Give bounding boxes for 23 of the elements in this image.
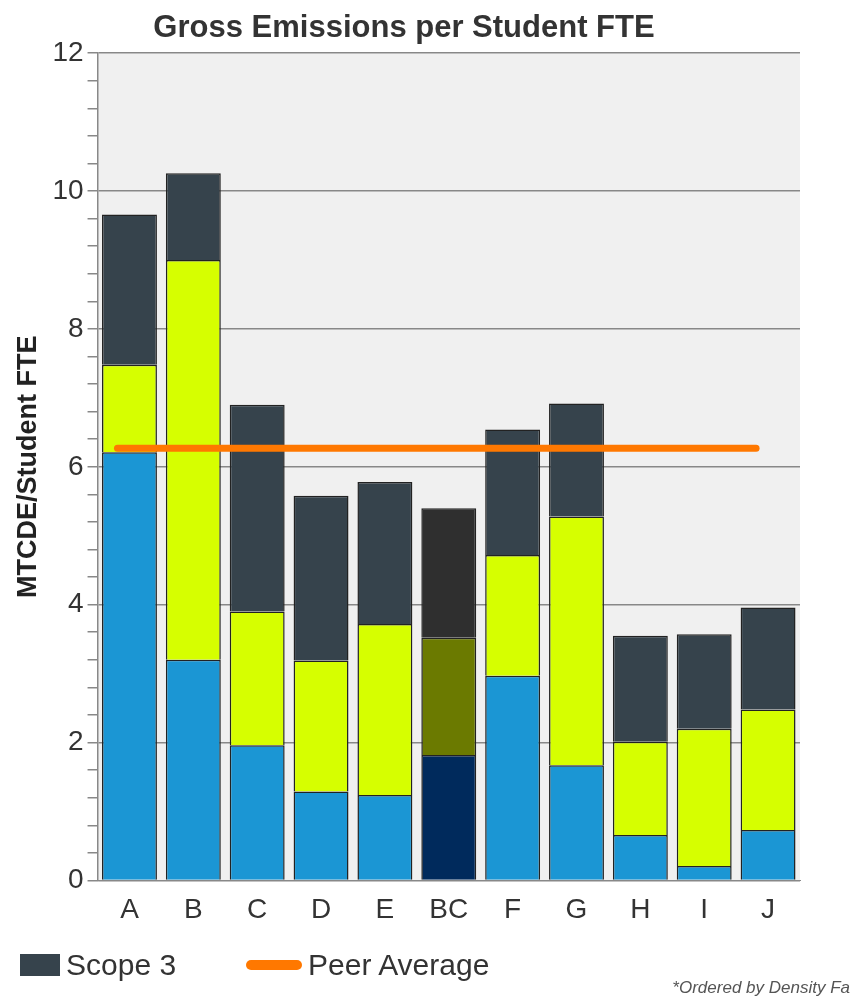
x-tick-label: I xyxy=(700,892,709,924)
y-tick-label: 12 xyxy=(52,35,84,67)
y-tick-label: 4 xyxy=(67,587,84,619)
legend-label: Scope 3 xyxy=(66,948,177,982)
y-tick-label: 10 xyxy=(52,173,84,205)
x-tick-label: B xyxy=(183,892,203,924)
x-tick-label: J xyxy=(761,892,776,924)
x-tick-label: C xyxy=(247,892,268,924)
x-tick-label: A xyxy=(120,892,140,924)
y-tick-label: 2 xyxy=(67,725,84,757)
text: *Ordered by Density Fa xyxy=(672,978,850,998)
chart-title: Gross Emissions per Student FTE xyxy=(153,9,655,45)
legend-label: Peer Average xyxy=(308,948,490,982)
y-tick-label: 6 xyxy=(67,449,84,481)
x-tick-label: E xyxy=(375,892,395,924)
x-tick-label: BC xyxy=(429,892,469,924)
x-tick-label: H xyxy=(630,892,651,924)
y-axis-title: MTCDE/Student FTE xyxy=(11,335,42,599)
y-tick-label: 0 xyxy=(67,863,84,895)
x-tick-label: D xyxy=(310,892,332,924)
x-tick-label: F xyxy=(504,892,522,924)
y-tick-label: 8 xyxy=(67,311,84,343)
x-tick-label: G xyxy=(565,892,588,924)
